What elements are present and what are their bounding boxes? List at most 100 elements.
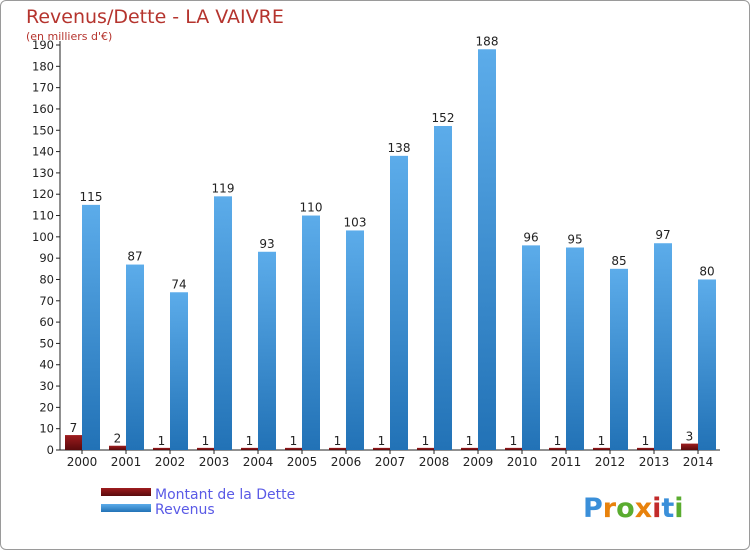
y-tick-label: 100: [32, 230, 54, 244]
data-label-revenus: 96: [523, 230, 538, 244]
y-tick-label: 20: [39, 400, 54, 414]
bar-debt: [109, 445, 126, 450]
data-label-debt: 1: [246, 434, 254, 448]
x-tick-label: 2006: [331, 455, 362, 469]
x-tick-label: 2004: [243, 455, 274, 469]
data-label-debt: 3: [686, 430, 694, 444]
bar-debt: [329, 447, 346, 450]
bar-debt: [461, 447, 478, 450]
data-label-revenus: 138: [388, 141, 411, 155]
legend-label-debt: Montant de la Dette: [155, 487, 295, 503]
bar-revenus: [478, 49, 496, 451]
legend-swatch-debt: [101, 488, 151, 496]
y-tick-label: 60: [39, 315, 54, 329]
x-tick-label: 2005: [287, 455, 318, 469]
bar-revenus: [566, 247, 584, 450]
logo-letter: x: [635, 493, 652, 524]
y-tick-label: 160: [32, 102, 54, 116]
logo-letter: r: [603, 493, 617, 524]
bar-revenus: [610, 268, 628, 450]
x-tick-label: 2011: [551, 455, 582, 469]
bar-debt: [285, 447, 302, 450]
data-label-debt: 1: [378, 434, 386, 448]
x-tick-label: 2001: [111, 455, 142, 469]
bar-revenus: [522, 245, 540, 450]
logo-letter: i: [652, 493, 661, 524]
logo-letter: o: [616, 493, 635, 524]
y-tick-label: 40: [39, 358, 54, 372]
y-tick-label: 140: [32, 145, 54, 159]
data-label-revenus: 74: [171, 277, 186, 291]
proxiti-logo: Proxiti: [583, 493, 684, 524]
data-label-debt: 1: [598, 434, 606, 448]
x-tick-label: 2009: [463, 455, 494, 469]
bar-revenus: [126, 264, 144, 450]
bar-debt: [153, 447, 170, 450]
x-tick-label: 2014: [683, 455, 714, 469]
bar-debt: [373, 447, 390, 450]
data-label-debt: 1: [642, 434, 650, 448]
bar-debt: [505, 447, 522, 450]
y-tick-label: 180: [32, 59, 54, 73]
chart-title: Revenus/Dette - LA VAIVRE: [26, 6, 284, 28]
data-label-revenus: 97: [655, 228, 670, 242]
data-label-debt: 1: [422, 434, 430, 448]
y-tick-label: 0: [47, 443, 54, 457]
y-tick-label: 120: [32, 187, 54, 201]
bar-debt: [65, 435, 82, 450]
y-tick-label: 170: [32, 81, 54, 95]
data-label-revenus: 115: [80, 190, 103, 204]
bar-debt: [681, 443, 698, 450]
x-tick-label: 2003: [199, 455, 230, 469]
data-label-revenus: 103: [344, 215, 367, 229]
logo-letter: t: [661, 493, 674, 524]
logo-text: Proxiti: [583, 493, 684, 524]
y-tick-label: 110: [32, 209, 54, 223]
data-label-debt: 1: [158, 434, 166, 448]
y-tick-label: 190: [32, 38, 54, 52]
logo-letter: i: [674, 493, 683, 524]
bar-debt: [241, 447, 258, 450]
x-tick-label: 2000: [67, 455, 98, 469]
legend-label-revenus: Revenus: [155, 502, 215, 518]
x-tick-label: 2007: [375, 455, 406, 469]
bars: [65, 49, 716, 451]
data-label-debt: 2: [114, 432, 122, 446]
y-tick-label: 80: [39, 272, 54, 286]
bar-debt: [417, 447, 434, 450]
data-label-debt: 1: [290, 434, 298, 448]
data-label-debt: 1: [554, 434, 562, 448]
bar-revenus: [390, 155, 408, 450]
y-tick-label: 30: [39, 379, 54, 393]
bar-debt: [593, 447, 610, 450]
data-label-debt: 1: [202, 434, 210, 448]
x-tick-label: 2010: [507, 455, 538, 469]
bar-revenus: [346, 230, 364, 450]
bar-revenus: [214, 196, 232, 450]
axes: 0 10 20 30 40 50 60 70 80 90 100 110 120 130 140 150 160…: [32, 38, 720, 469]
data-label-revenus: 188: [476, 34, 499, 48]
logo-letter: P: [583, 493, 603, 524]
y-tick-label: 130: [32, 166, 54, 180]
data-label-revenus: 80: [699, 264, 714, 278]
data-label-revenus: 119: [212, 181, 235, 195]
x-tick-label: 2002: [155, 455, 186, 469]
data-label-debt: 1: [510, 434, 518, 448]
x-tick-label: 2008: [419, 455, 450, 469]
bar-revenus: [258, 251, 276, 450]
data-label-debt: 1: [466, 434, 474, 448]
bar-revenus: [170, 292, 188, 450]
y-tick-label: 90: [39, 251, 54, 265]
chart-subtitle: (en milliers d'€): [26, 30, 112, 43]
bar-debt: [549, 447, 566, 450]
y-tick-label: 70: [39, 294, 54, 308]
bar-revenus: [698, 279, 716, 450]
data-label-debt: 1: [334, 434, 342, 448]
data-label-debt: 7: [70, 421, 78, 435]
y-tick-label: 50: [39, 336, 54, 350]
bar-revenus: [654, 243, 672, 450]
data-labels: 7115287174111919311101103113811521188196…: [70, 34, 715, 448]
x-tick-label: 2013: [639, 455, 670, 469]
data-label-revenus: 85: [611, 254, 626, 268]
